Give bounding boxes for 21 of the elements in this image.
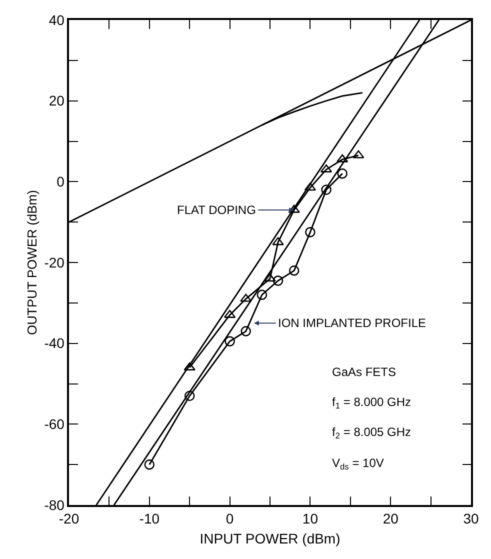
x-tick-label: 20 xyxy=(382,510,399,527)
y-tick-label: -80 xyxy=(44,496,65,513)
x-axis-title: INPUT POWER (dBm) xyxy=(200,530,340,546)
y-tick-label: -20 xyxy=(44,254,65,270)
x-tick-label: 10 xyxy=(302,510,318,527)
annotation: FLAT DOPING xyxy=(177,203,256,217)
x-tick-label: -10 xyxy=(139,510,160,527)
y-axis-title: OUTPUT POWER (dBm) xyxy=(24,190,40,335)
x-tick-label: -20 xyxy=(58,510,80,527)
y-tick-label: 20 xyxy=(48,92,65,109)
y-tick-label: 0 xyxy=(56,174,65,190)
annotation: f$_{1}$ = 8.000 GHz xyxy=(332,395,412,411)
annotation: ION IMPLANTED PROFILE xyxy=(278,316,426,330)
x-tick-label: 0 xyxy=(226,510,234,527)
annotation: V$_{ds}$ = 10V xyxy=(332,456,384,472)
annotation: f$_{2}$ = 8.005 GHz xyxy=(332,425,412,441)
x-tick-label: 30 xyxy=(463,510,479,527)
y-tick-label: -40 xyxy=(44,335,65,352)
y-tick-label: 40 xyxy=(48,12,65,28)
y-tick-label: -60 xyxy=(44,416,65,432)
annotation: GaAs FETS xyxy=(332,365,396,379)
